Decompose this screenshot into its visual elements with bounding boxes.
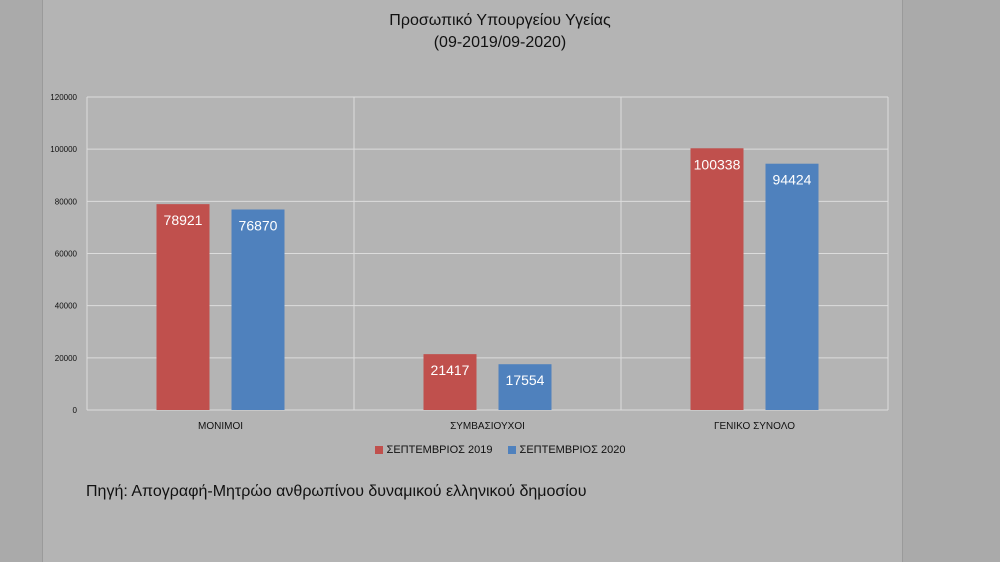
- bar-chart: 0 20000 40000 60000 80000 100000 120000 78921 76…: [50, 93, 889, 432]
- x-category-label: ΓΕΝΙΚΟ ΣΥΝΟΛΟ: [714, 421, 795, 432]
- source-note: Πηγή: Απογραφή-Μητρώο ανθρωπίνου δυναμικ…: [86, 483, 587, 500]
- bar: [423, 354, 477, 410]
- y-tick-label: 0: [73, 406, 78, 415]
- legend-swatch-2020: [507, 446, 516, 455]
- data-label: 78921: [164, 212, 203, 228]
- x-category-label: ΜΟΝΙΜΟΙ: [198, 421, 243, 432]
- legend-label-2020: ΣΕΠΤΕΜΒΡΙΟΣ 2020: [519, 444, 626, 456]
- y-tick-label: 20000: [55, 354, 78, 363]
- legend-label-2019: ΣΕΠΤΕΜΒΡΙΟΣ 2019: [386, 444, 493, 456]
- y-tick-label: 40000: [55, 302, 78, 311]
- data-label: 100338: [694, 156, 741, 172]
- y-tick-label: 80000: [55, 197, 78, 206]
- data-label: 17554: [506, 372, 545, 388]
- bar: [156, 204, 210, 410]
- y-tick-label: 60000: [55, 250, 78, 259]
- legend-item-2019: ΣΕΠΤΕΜΒΡΙΟΣ 2019: [374, 444, 493, 456]
- chart-subtitle: (09-2019/09-2020): [433, 34, 567, 51]
- data-label: 21417: [431, 362, 470, 378]
- x-category-label: ΣΥΜΒΑΣΙΟΥΧΟΙ: [450, 421, 525, 432]
- legend: ΣΕΠΤΕΜΒΡΙΟΣ 2019 ΣΕΠΤΕΜΒΡΙΟΣ 2020: [0, 444, 1000, 456]
- bar: [231, 209, 285, 410]
- chart-title-block: Προσωπικό Υπουργείου Υγείας (09-2019/09-…: [0, 10, 1000, 54]
- bar: [498, 364, 552, 410]
- bar: [765, 163, 819, 410]
- legend-item-2020: ΣΕΠΤΕΜΒΡΙΟΣ 2020: [507, 444, 626, 456]
- chart-title: Προσωπικό Υπουργείου Υγείας: [389, 12, 611, 29]
- y-tick-label: 100000: [50, 145, 77, 154]
- y-tick-label: 120000: [50, 93, 77, 102]
- bar: [690, 148, 744, 411]
- data-label: 94424: [773, 172, 812, 188]
- data-label: 76870: [239, 217, 278, 233]
- legend-swatch-2019: [374, 446, 383, 455]
